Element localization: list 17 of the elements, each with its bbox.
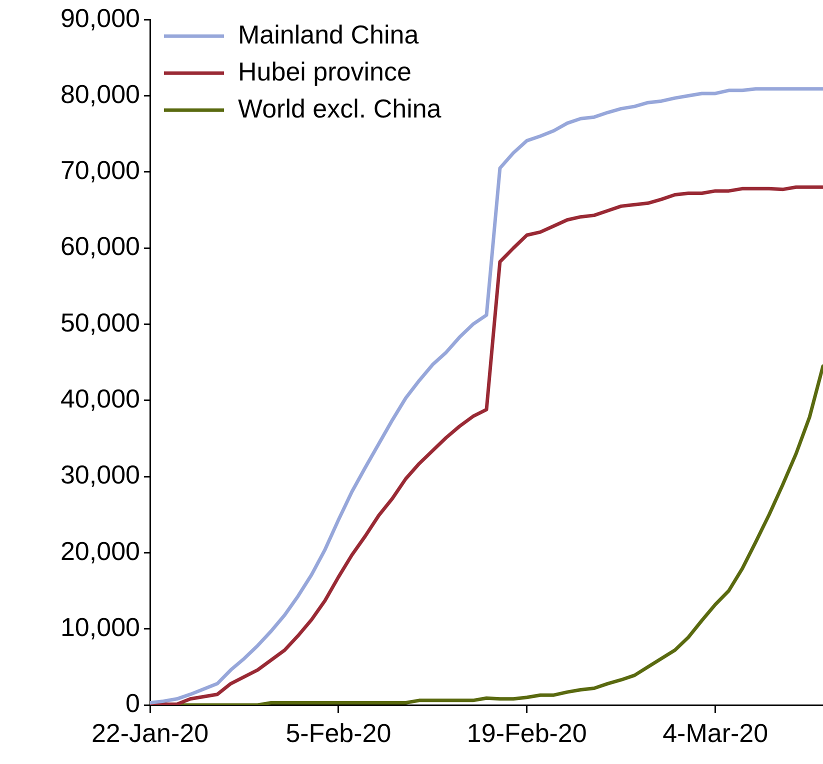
legend-label: Hubei province <box>238 56 412 86</box>
y-tick-label: 70,000 <box>60 155 140 186</box>
y-tick-label: 50,000 <box>60 307 140 338</box>
x-tick-label: 4-Mar-20 <box>662 718 768 748</box>
y-tick-label: 80,000 <box>60 78 140 109</box>
legend-label: World excl. China <box>238 93 442 124</box>
y-tick-label: 10,000 <box>60 612 140 642</box>
y-tick-label: 40,000 <box>60 384 140 414</box>
y-tick-label: 20,000 <box>60 536 140 566</box>
legend-label: Mainland China <box>238 19 420 50</box>
x-tick-label: 22-Jan-20 <box>91 718 209 748</box>
y-tick-label: 30,000 <box>60 460 140 490</box>
y-tick-label: 60,000 <box>60 231 140 262</box>
x-tick-label: 19-Feb-20 <box>466 718 587 748</box>
x-tick-label: 5-Feb-20 <box>286 718 392 748</box>
y-tick-label: 0 <box>126 688 140 718</box>
y-tick-label: 90,000 <box>60 2 140 33</box>
